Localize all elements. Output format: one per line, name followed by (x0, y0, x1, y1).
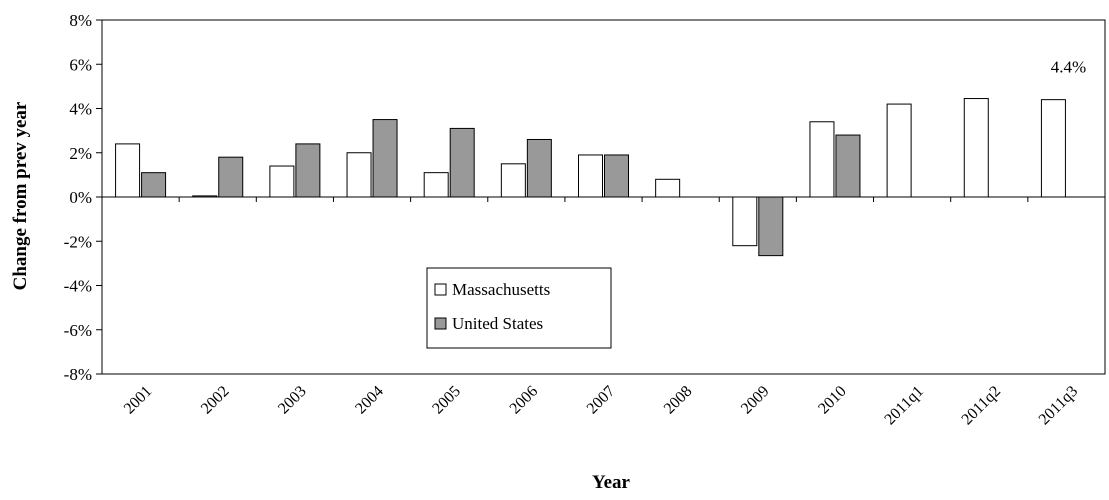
bar-massachusetts (655, 178, 681, 198)
y-tick-label: 8% (69, 11, 92, 30)
x-tick-label: 2002 (198, 383, 233, 418)
bar-united-states (295, 143, 321, 198)
legend-label: Massachusetts (452, 280, 550, 299)
bar-massachusetts (269, 165, 295, 198)
x-tick-label: 2006 (507, 383, 542, 418)
y-tick-label: 4% (69, 100, 92, 119)
legend-label: United States (452, 314, 543, 333)
x-tick-label: 2001 (121, 383, 156, 418)
x-tick-label: 2003 (275, 383, 310, 418)
x-tick-label: 2005 (429, 383, 464, 418)
y-axis: 8% 6% 4% 2% 0% -2% -4% -6% -8% (64, 11, 102, 384)
x-tick-label: 2004 (352, 383, 387, 418)
bar-massachusetts (500, 163, 526, 198)
x-axis: 2001 2002 2003 2004 2005 2006 2007 2008 2009 2010… (102, 196, 1105, 429)
bar-massachusetts (963, 98, 989, 198)
bar-massachusetts (423, 172, 449, 198)
x-tick-label: 2011q1 (881, 383, 927, 429)
annotations: 4.4% (1051, 58, 1086, 77)
legend-swatch-massachusetts (434, 283, 447, 296)
bar-massachusetts (886, 103, 912, 198)
y-tick-label: 6% (69, 55, 92, 74)
bar-massachusetts (809, 121, 835, 198)
bar-united-states (141, 172, 167, 198)
bar-united-states (449, 127, 475, 198)
legend: Massachusetts United States (426, 267, 612, 349)
x-tick-label: 2008 (661, 383, 696, 418)
y-tick-label: -8% (64, 365, 92, 384)
x-tick-label: 2011q3 (1036, 383, 1082, 429)
legend-box (426, 267, 612, 349)
y-tick-label: -2% (64, 232, 92, 251)
bar-massachusetts (346, 152, 372, 198)
x-tick-label: 2011q2 (959, 383, 1005, 429)
x-tick-label: 2009 (738, 383, 773, 418)
y-tick-label: 2% (69, 144, 92, 163)
bar-united-states (372, 119, 398, 198)
bar-massachusetts (115, 143, 141, 198)
x-tick-label: 2007 (584, 383, 619, 418)
bar-massachusetts (732, 196, 758, 247)
bar-massachusetts (578, 154, 603, 198)
data-label: 4.4% (1051, 58, 1086, 77)
x-axis-title: Year (592, 472, 631, 493)
x-tick-label: 2010 (815, 383, 850, 418)
bars (115, 98, 1066, 257)
bar-united-states (835, 134, 861, 198)
legend-swatch-united-states (434, 317, 447, 330)
y-axis-title: Change from prev year (10, 101, 31, 290)
bar-united-states (604, 154, 629, 198)
bar-united-states (758, 196, 784, 257)
bar-united-states (218, 156, 244, 198)
bar-massachusetts (1040, 99, 1066, 198)
y-tick-label: -6% (64, 321, 92, 340)
y-tick-label: 0% (69, 188, 92, 207)
bar-united-states (526, 138, 552, 198)
y-tick-label: -4% (64, 277, 92, 296)
